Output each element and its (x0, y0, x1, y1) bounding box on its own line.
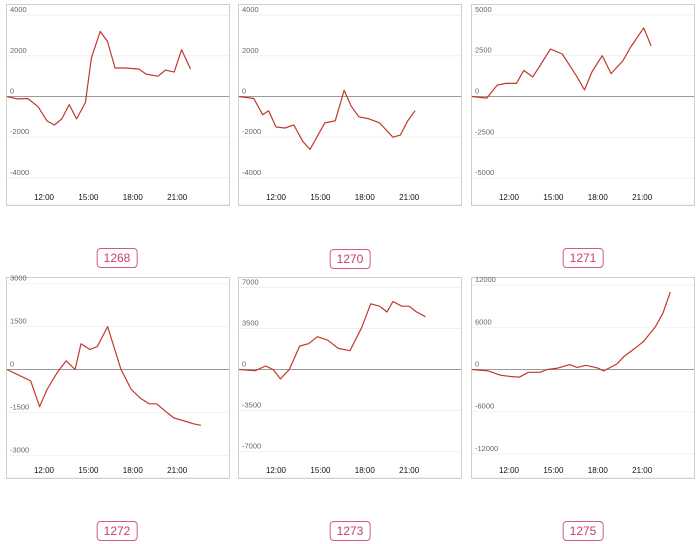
badge-1268[interactable]: 1268 (96, 248, 138, 268)
x-tick-label: 21:00 (399, 193, 420, 202)
badge-1270[interactable]: 1270 (329, 249, 371, 269)
y-tick-label: -1500 (10, 402, 29, 411)
series-line (238, 89, 416, 150)
badge-1272[interactable]: 1272 (96, 521, 138, 541)
y-tick-label: -12000 (475, 444, 498, 453)
y-tick-label: -4000 (242, 168, 261, 177)
badge-1275[interactable]: 1275 (562, 521, 604, 541)
x-tick-label: 15:00 (543, 193, 564, 202)
x-tick-label: 18:00 (355, 466, 376, 475)
y-tick-label: 3000 (10, 274, 27, 283)
chart-panel-1271: 5000 2500 0 -2500 -5000 12:00 15:00 18:00 21:00 (471, 4, 695, 206)
line-chart-1275: 12000 6000 0 -6000 -12000 12:00 15:00 18:00 21:0… (471, 275, 694, 479)
x-tick-label: 15:00 (543, 466, 564, 475)
y-tick-label: -7000 (242, 442, 261, 451)
y-tick-label: -5000 (475, 168, 494, 177)
x-tick-label: 15:00 (78, 193, 99, 202)
y-tick-label: -2500 (475, 127, 494, 136)
y-tick-label: 2000 (10, 46, 27, 55)
y-tick-label: 4000 (242, 5, 259, 14)
y-tick-label: 0 (475, 360, 479, 369)
badge-1271[interactable]: 1271 (562, 248, 604, 268)
y-tick-label: 7000 (242, 277, 259, 286)
line-chart-1271: 5000 2500 0 -2500 -5000 12:00 15:00 18:00 21:00 (471, 5, 694, 206)
line-chart-1272: 3000 1500 0 -1500 -3000 12:00 15:00 18:00 21:00 (6, 274, 229, 479)
badge-1273[interactable]: 1273 (329, 521, 371, 541)
y-tick-label: -3500 (242, 401, 261, 410)
y-tick-label: 0 (10, 87, 14, 96)
x-tick-label: 15:00 (78, 466, 99, 475)
x-tick-label: 15:00 (310, 466, 331, 475)
x-tick-label: 12:00 (499, 193, 520, 202)
y-tick-label: -2000 (10, 127, 29, 136)
line-chart-1270: 4000 2000 0 -2000 -4000 12:00 15:00 18:00 21:00 (238, 5, 461, 206)
y-tick-label: 4000 (10, 5, 27, 14)
x-tick-label: 21:00 (167, 193, 188, 202)
x-tick-label: 12:00 (34, 466, 55, 475)
x-tick-label: 18:00 (588, 193, 609, 202)
y-tick-label: 0 (242, 360, 246, 369)
y-tick-label: 0 (10, 360, 14, 369)
x-tick-label: 18:00 (588, 466, 609, 475)
line-chart-1273: 7000 3500 0 -3500 -7000 12:00 15:00 18:00 21:00 (238, 277, 461, 479)
y-tick-label: -6000 (475, 402, 494, 411)
y-tick-label: 0 (475, 87, 479, 96)
chart-panel-1268: 4000 2000 0 -2000 -4000 12:00 15:00 18:00 21:00 (6, 4, 230, 206)
x-tick-label: 21:00 (632, 466, 653, 475)
x-tick-label: 21:00 (632, 193, 653, 202)
x-tick-label: 12:00 (266, 466, 287, 475)
y-tick-label: -4000 (10, 168, 29, 177)
x-tick-label: 12:00 (266, 193, 287, 202)
series-line (6, 30, 192, 126)
y-tick-label: 2000 (242, 46, 259, 55)
series-line (238, 300, 426, 380)
series-line (6, 325, 202, 426)
x-tick-label: 18:00 (123, 466, 144, 475)
chart-panel-1270: 4000 2000 0 -2000 -4000 12:00 15:00 18:00 21:00 (238, 4, 462, 206)
x-tick-label: 21:00 (399, 466, 420, 475)
chart-panel-1273: 7000 3500 0 -3500 -7000 12:00 15:00 18:00 21:00 (238, 277, 462, 479)
series-line (471, 27, 652, 99)
y-tick-label: 3500 (242, 318, 259, 327)
x-tick-label: 21:00 (167, 466, 188, 475)
chart-panel-1272: 3000 1500 0 -1500 -3000 12:00 15:00 18:00 21:00 (6, 274, 230, 479)
x-tick-label: 18:00 (355, 193, 376, 202)
y-tick-label: 0 (242, 87, 246, 96)
line-chart-1268: 4000 2000 0 -2000 -4000 12:00 15:00 18:00 21:00 (6, 5, 229, 206)
x-tick-label: 12:00 (34, 193, 55, 202)
y-tick-label: 1500 (10, 317, 27, 326)
series-line (471, 291, 671, 378)
y-tick-label: -2000 (242, 127, 261, 136)
x-tick-label: 15:00 (310, 193, 331, 202)
y-tick-label: 12000 (475, 275, 496, 284)
y-tick-label: -3000 (10, 445, 29, 454)
y-tick-label: 6000 (475, 317, 492, 326)
y-tick-label: 2500 (475, 46, 492, 55)
chart-panel-1275: 12000 6000 0 -6000 -12000 12:00 15:00 18:00 21:0… (471, 275, 695, 479)
x-tick-label: 18:00 (123, 193, 144, 202)
y-tick-label: 5000 (475, 5, 492, 14)
x-tick-label: 12:00 (499, 466, 520, 475)
